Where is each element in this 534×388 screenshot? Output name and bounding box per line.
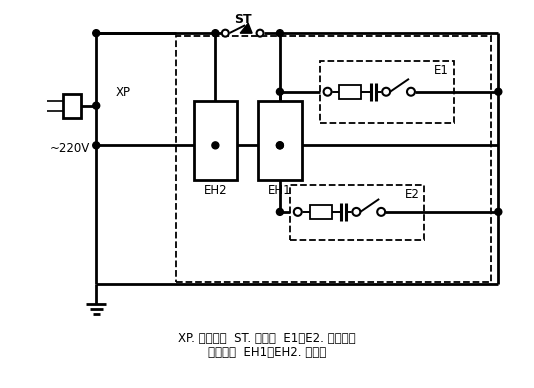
Circle shape xyxy=(93,102,100,109)
Circle shape xyxy=(277,142,284,149)
Bar xyxy=(290,185,424,240)
Circle shape xyxy=(212,142,219,149)
Text: E2: E2 xyxy=(405,189,419,201)
Circle shape xyxy=(256,30,263,36)
Circle shape xyxy=(277,142,284,149)
Circle shape xyxy=(495,208,502,215)
Circle shape xyxy=(352,208,360,216)
Bar xyxy=(193,100,237,180)
Circle shape xyxy=(277,208,284,215)
Text: ~220V: ~220V xyxy=(50,142,90,155)
Text: E1: E1 xyxy=(434,64,449,77)
Circle shape xyxy=(222,30,229,36)
Text: EH1: EH1 xyxy=(268,184,292,197)
Circle shape xyxy=(495,88,502,95)
Bar xyxy=(258,100,302,180)
Circle shape xyxy=(324,88,332,96)
Text: XP: XP xyxy=(116,86,131,99)
Circle shape xyxy=(277,30,284,36)
Bar xyxy=(310,205,332,219)
Text: 功率开关  EH1、EH2. 发热器: 功率开关 EH1、EH2. 发热器 xyxy=(208,346,326,359)
Bar xyxy=(340,85,362,99)
Bar xyxy=(320,61,454,123)
Text: EH2: EH2 xyxy=(203,184,227,197)
Bar xyxy=(176,36,491,282)
Circle shape xyxy=(93,142,100,149)
Circle shape xyxy=(407,88,415,96)
Circle shape xyxy=(294,208,302,216)
Circle shape xyxy=(382,88,390,96)
Text: XP. 电源插头  ST. 调温器  E1，E2. 带指示灯: XP. 电源插头 ST. 调温器 E1，E2. 带指示灯 xyxy=(178,333,356,345)
Circle shape xyxy=(212,30,219,36)
Circle shape xyxy=(277,88,284,95)
Bar xyxy=(64,94,81,118)
Polygon shape xyxy=(240,23,252,33)
Text: ST: ST xyxy=(234,13,252,26)
Circle shape xyxy=(377,208,385,216)
Circle shape xyxy=(93,30,100,36)
